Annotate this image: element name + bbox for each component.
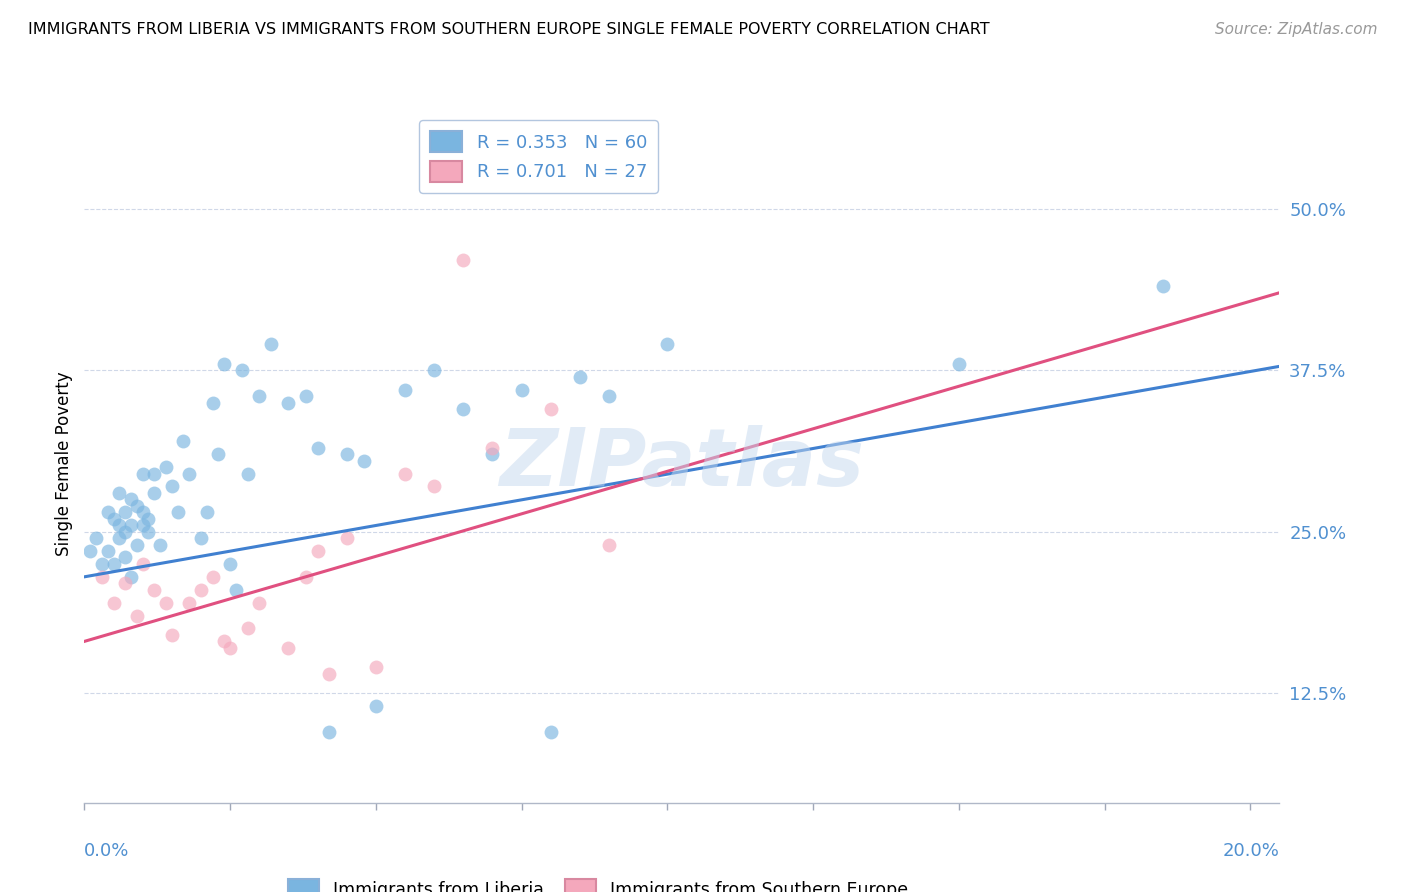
Point <box>219 640 242 655</box>
Point <box>394 383 416 397</box>
Point <box>364 660 387 674</box>
Point <box>131 518 153 533</box>
Point <box>307 544 329 558</box>
Point <box>114 505 136 519</box>
Point <box>598 537 620 551</box>
Point <box>143 486 166 500</box>
Point <box>131 467 153 481</box>
Y-axis label: Single Female Poverty: Single Female Poverty <box>55 372 73 556</box>
Point <box>120 518 142 533</box>
Point <box>160 628 183 642</box>
Point <box>307 441 329 455</box>
Point <box>179 467 201 481</box>
Point <box>155 460 177 475</box>
Point <box>114 576 136 591</box>
Point <box>236 467 259 481</box>
Point <box>143 467 166 481</box>
Point <box>131 557 153 571</box>
Point <box>214 634 236 648</box>
Point <box>540 724 562 739</box>
Point <box>143 582 166 597</box>
Text: Source: ZipAtlas.com: Source: ZipAtlas.com <box>1215 22 1378 37</box>
Point <box>481 441 503 455</box>
Point <box>214 357 236 371</box>
Legend: Immigrants from Liberia, Immigrants from Southern Europe: Immigrants from Liberia, Immigrants from… <box>281 872 915 892</box>
Point <box>219 557 242 571</box>
Point <box>277 640 299 655</box>
Point <box>90 557 112 571</box>
Point <box>453 253 475 268</box>
Point <box>201 395 224 409</box>
Point <box>108 518 131 533</box>
Point <box>260 337 283 351</box>
Point <box>125 499 148 513</box>
Point <box>114 550 136 565</box>
Text: 20.0%: 20.0% <box>1223 842 1279 860</box>
Text: ZIPatlas: ZIPatlas <box>499 425 865 503</box>
Point <box>97 505 120 519</box>
Point <box>97 544 120 558</box>
Point <box>364 698 387 713</box>
Point <box>190 531 212 545</box>
Point <box>568 369 591 384</box>
Point <box>336 531 359 545</box>
Point <box>149 537 172 551</box>
Point <box>481 447 503 461</box>
Text: IMMIGRANTS FROM LIBERIA VS IMMIGRANTS FROM SOUTHERN EUROPE SINGLE FEMALE POVERTY: IMMIGRANTS FROM LIBERIA VS IMMIGRANTS FR… <box>28 22 990 37</box>
Point <box>231 363 253 377</box>
Point <box>79 544 101 558</box>
Point <box>295 570 318 584</box>
Point <box>103 557 125 571</box>
Point <box>201 570 224 584</box>
Point <box>114 524 136 539</box>
Point <box>207 447 229 461</box>
Point <box>195 505 218 519</box>
Point <box>353 453 375 467</box>
Point <box>225 582 247 597</box>
Point <box>108 486 131 500</box>
Point <box>277 395 299 409</box>
Point <box>125 537 148 551</box>
Point <box>90 570 112 584</box>
Point <box>540 401 562 416</box>
Point <box>336 447 359 461</box>
Point <box>120 492 142 507</box>
Point <box>394 467 416 481</box>
Point <box>190 582 212 597</box>
Point <box>108 531 131 545</box>
Point <box>318 666 340 681</box>
Point <box>84 531 107 545</box>
Point <box>453 401 475 416</box>
Point <box>423 479 446 493</box>
Point <box>236 622 259 636</box>
Point <box>318 724 340 739</box>
Point <box>155 596 177 610</box>
Point <box>131 505 153 519</box>
Point <box>657 337 679 351</box>
Point <box>423 363 446 377</box>
Point <box>160 479 183 493</box>
Text: 0.0%: 0.0% <box>84 842 129 860</box>
Point <box>247 389 270 403</box>
Point <box>295 389 318 403</box>
Point <box>948 357 970 371</box>
Point <box>125 608 148 623</box>
Point <box>247 596 270 610</box>
Point <box>120 570 142 584</box>
Point <box>138 512 160 526</box>
Point <box>179 596 201 610</box>
Point <box>598 389 620 403</box>
Point <box>172 434 194 449</box>
Point <box>510 383 533 397</box>
Point <box>1152 279 1174 293</box>
Point <box>103 596 125 610</box>
Point <box>166 505 188 519</box>
Point <box>103 512 125 526</box>
Point <box>138 524 160 539</box>
